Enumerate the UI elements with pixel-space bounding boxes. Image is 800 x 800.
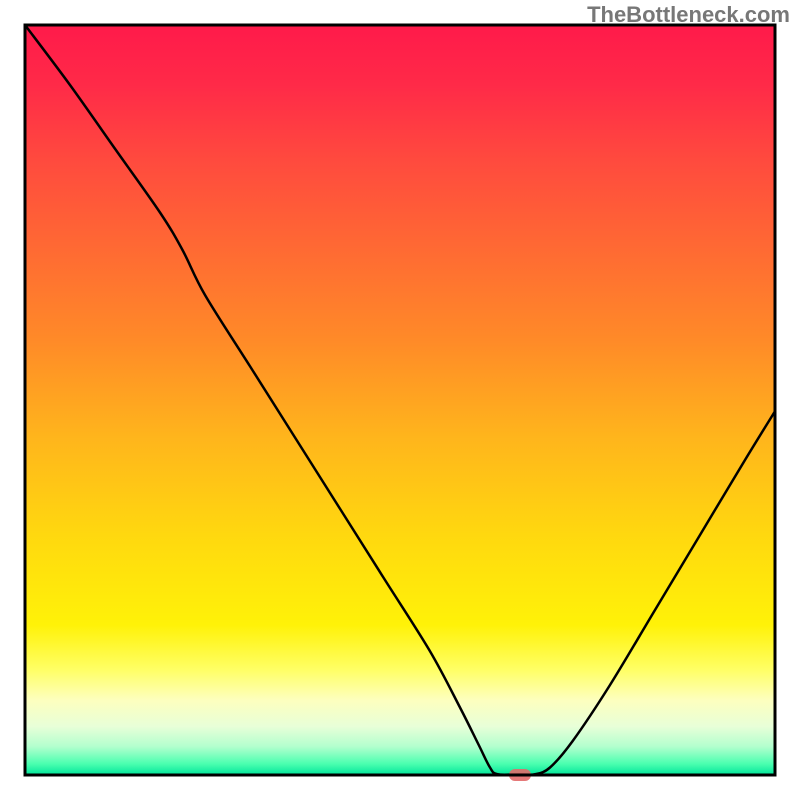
gradient-background xyxy=(25,25,775,775)
bottleneck-chart xyxy=(0,0,800,800)
plot-area xyxy=(25,25,775,781)
chart-container: TheBottleneck.com xyxy=(0,0,800,800)
watermark-text: TheBottleneck.com xyxy=(587,2,790,28)
